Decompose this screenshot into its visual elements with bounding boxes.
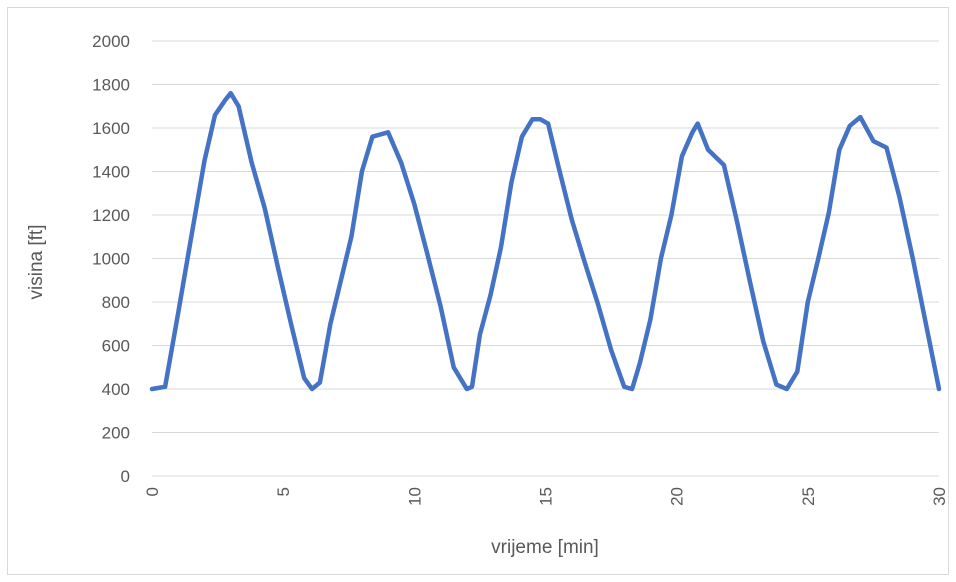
y-tick-label: 600: [102, 337, 130, 356]
y-tick-label: 2000: [92, 32, 130, 51]
x-tick-label: 30: [930, 487, 949, 506]
y-tick-label: 800: [102, 293, 130, 312]
x-tick-label: 10: [405, 487, 424, 506]
gridlines: [152, 40, 939, 477]
series-group: [149, 90, 942, 392]
y-tick-label: 0: [121, 467, 130, 486]
y-axis-tick-labels: 0 200 400 600 800 1000 1200 1400 1600 1800 2000: [92, 32, 130, 486]
x-tick-label: 15: [537, 487, 556, 506]
y-tick-label: 1000: [92, 250, 130, 269]
x-axis-title: vrijeme [min]: [491, 537, 599, 558]
y-tick-label: 400: [102, 380, 130, 399]
y-tick-label: 1400: [92, 163, 130, 182]
x-tick-label: 5: [274, 487, 293, 496]
y-tick-label: 200: [102, 424, 130, 443]
y-tick-label: 1600: [92, 119, 130, 138]
y-tick-label: 1800: [92, 76, 130, 95]
chart-frame: [7, 7, 949, 575]
x-tick-label: 20: [668, 487, 687, 506]
series-line-0: [149, 90, 942, 392]
y-tick-label: 1200: [92, 206, 130, 225]
x-tick-label: 25: [799, 487, 818, 506]
x-tick-label: 0: [143, 487, 162, 496]
x-axis-tick-labels: 0 5 10 15 20 25 30: [143, 487, 949, 506]
y-axis-title: visina [ft]: [26, 225, 47, 300]
